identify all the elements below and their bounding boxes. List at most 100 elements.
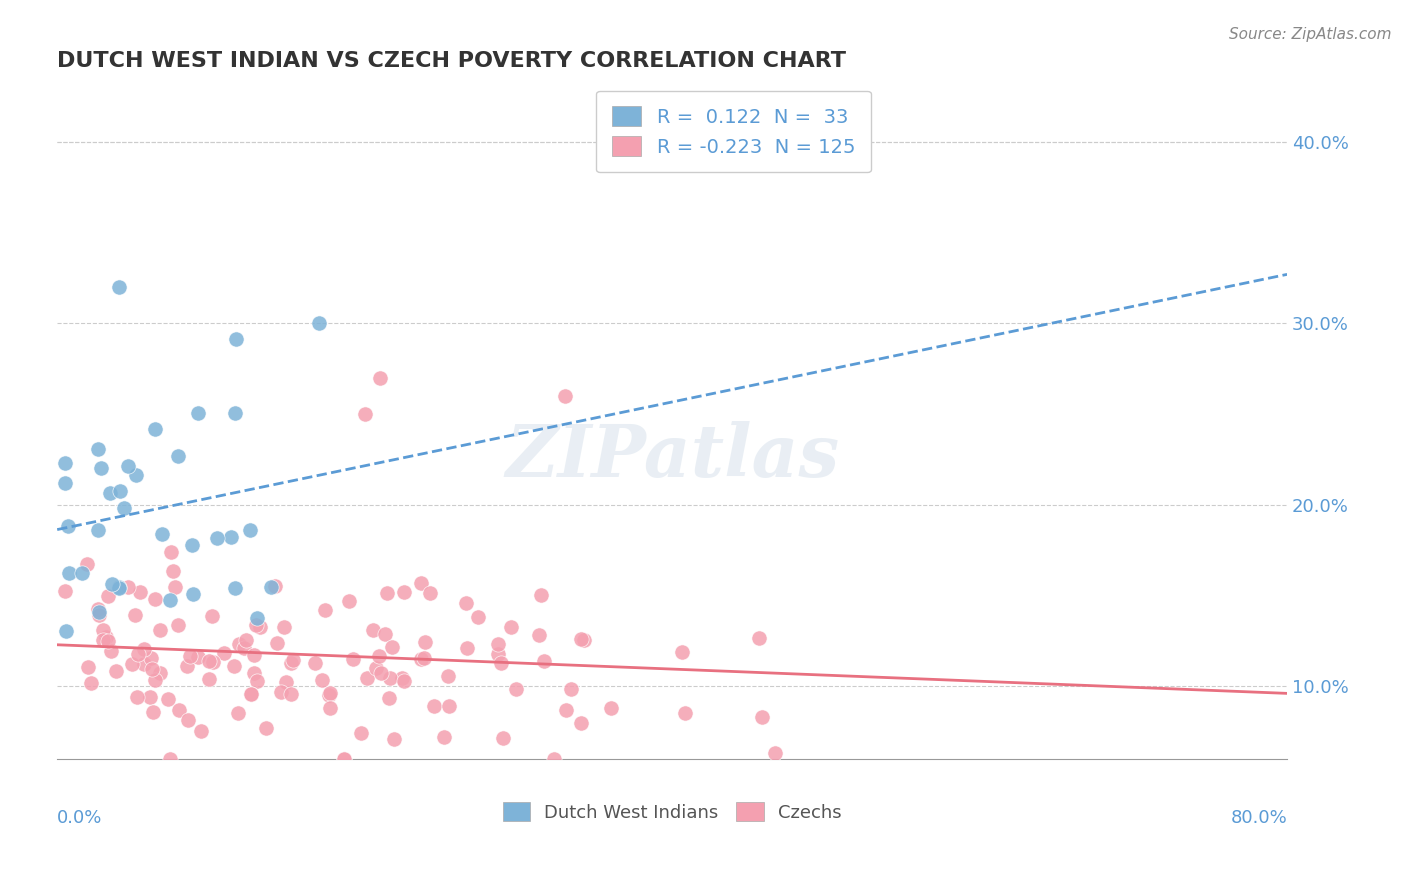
- Point: [543, 752, 565, 766]
- Point: [418, 586, 440, 600]
- Point: [533, 654, 555, 668]
- Point: [394, 673, 416, 688]
- Point: [673, 706, 696, 721]
- Point: [159, 593, 181, 607]
- Point: [314, 603, 336, 617]
- Point: [226, 706, 249, 720]
- Point: [97, 589, 120, 603]
- Point: [499, 620, 522, 634]
- Point: [233, 641, 256, 656]
- Point: [254, 721, 277, 735]
- Point: [245, 618, 267, 632]
- Point: [270, 685, 292, 699]
- Point: [107, 280, 129, 294]
- Point: [378, 690, 401, 705]
- Point: [319, 700, 342, 714]
- Point: [489, 657, 512, 671]
- Point: [58, 566, 80, 581]
- Point: [89, 606, 111, 620]
- Point: [197, 673, 219, 687]
- Point: [436, 668, 458, 682]
- Point: [91, 623, 114, 637]
- Point: [361, 624, 384, 638]
- Point: [55, 456, 77, 470]
- Point: [202, 655, 225, 669]
- Point: [104, 665, 127, 679]
- Point: [127, 648, 149, 662]
- Point: [225, 332, 247, 346]
- Point: [134, 657, 156, 672]
- Point: [283, 653, 305, 667]
- Point: [671, 645, 693, 659]
- Point: [350, 725, 373, 739]
- Text: 0.0%: 0.0%: [58, 809, 103, 828]
- Point: [125, 468, 148, 483]
- Point: [228, 637, 250, 651]
- Point: [142, 705, 165, 719]
- Point: [366, 661, 388, 675]
- Point: [409, 575, 432, 590]
- Text: DUTCH WEST INDIAN VS CZECH POVERTY CORRELATION CHART: DUTCH WEST INDIAN VS CZECH POVERTY CORRE…: [58, 51, 846, 70]
- Point: [97, 634, 120, 648]
- Point: [569, 716, 592, 731]
- Point: [159, 752, 181, 766]
- Point: [53, 583, 76, 598]
- Point: [141, 650, 163, 665]
- Point: [572, 633, 595, 648]
- Point: [467, 610, 489, 624]
- Text: ZIPatlas: ZIPatlas: [505, 421, 839, 492]
- Point: [224, 406, 246, 420]
- Point: [221, 530, 243, 544]
- Point: [90, 460, 112, 475]
- Point: [273, 620, 295, 634]
- Point: [55, 624, 77, 638]
- Legend: Dutch West Indians, Czechs: Dutch West Indians, Czechs: [494, 793, 851, 830]
- Point: [197, 654, 219, 668]
- Point: [560, 681, 582, 696]
- Point: [87, 607, 110, 622]
- Point: [143, 591, 166, 606]
- Point: [80, 676, 103, 690]
- Point: [264, 579, 287, 593]
- Point: [391, 671, 413, 685]
- Point: [207, 531, 229, 545]
- Point: [243, 665, 266, 680]
- Point: [486, 637, 509, 651]
- Point: [121, 657, 143, 672]
- Point: [77, 660, 100, 674]
- Point: [375, 585, 398, 599]
- Point: [337, 594, 360, 608]
- Point: [356, 672, 378, 686]
- Point: [129, 585, 152, 599]
- Point: [177, 713, 200, 727]
- Point: [108, 483, 131, 498]
- Point: [378, 671, 401, 685]
- Point: [150, 527, 173, 541]
- Point: [266, 636, 288, 650]
- Point: [600, 701, 623, 715]
- Point: [381, 640, 404, 654]
- Point: [239, 687, 262, 701]
- Point: [412, 651, 434, 665]
- Point: [125, 690, 148, 704]
- Point: [167, 703, 190, 717]
- Point: [409, 652, 432, 666]
- Point: [222, 658, 245, 673]
- Point: [374, 627, 396, 641]
- Point: [139, 690, 162, 705]
- Point: [554, 389, 576, 403]
- Point: [505, 682, 527, 697]
- Point: [72, 566, 94, 580]
- Point: [243, 648, 266, 662]
- Point: [353, 407, 375, 421]
- Point: [308, 317, 330, 331]
- Point: [433, 730, 456, 744]
- Point: [187, 650, 209, 665]
- Point: [117, 580, 139, 594]
- Point: [530, 588, 553, 602]
- Point: [156, 691, 179, 706]
- Point: [162, 564, 184, 578]
- Point: [117, 458, 139, 473]
- Point: [114, 500, 136, 515]
- Point: [108, 582, 131, 596]
